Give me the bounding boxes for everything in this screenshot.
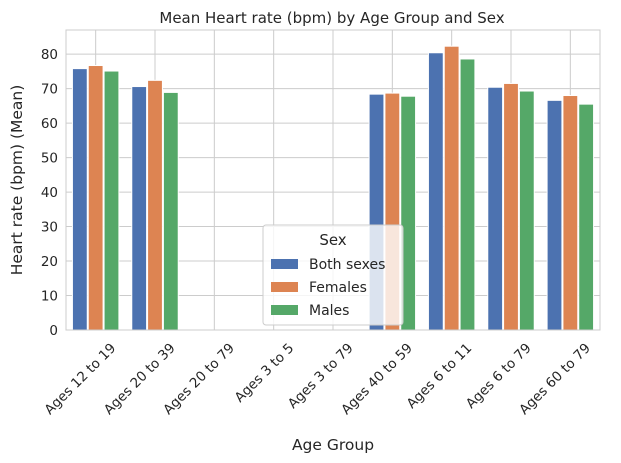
y-tick-label: 20: [41, 254, 58, 270]
bar: [459, 58, 476, 331]
bar: [503, 82, 519, 331]
legend-swatch: [271, 282, 298, 292]
x-axis-title: Age Group: [292, 436, 374, 454]
legend-label: Males: [309, 303, 349, 319]
y-tick-label: 60: [41, 116, 58, 132]
y-tick-label: 80: [41, 47, 58, 63]
x-tick-label: Ages 3 to 5: [232, 340, 298, 406]
legend-box: [262, 224, 404, 326]
bar: [131, 86, 148, 331]
bar: [162, 91, 179, 331]
legend-swatch: [271, 305, 298, 315]
legend: Sex Both sexes Females Males: [262, 224, 404, 326]
legend-items: Both sexes Females Males: [271, 257, 385, 319]
bar: [443, 45, 460, 331]
legend-swatch: [271, 259, 298, 269]
bar: [87, 65, 104, 331]
bar: [71, 68, 88, 331]
bar: [578, 103, 595, 331]
y-tick-label: 40: [41, 185, 58, 201]
bar: [427, 52, 444, 331]
bar: [562, 95, 579, 331]
legend-label: Both sexes: [309, 257, 385, 273]
plot-frame: [65, 29, 601, 331]
bar: [147, 79, 163, 331]
bar: [518, 90, 535, 331]
y-tick-label: 10: [41, 289, 58, 305]
y-tick-label: 30: [41, 220, 58, 236]
bar: [546, 99, 563, 331]
y-tick-label: 0: [49, 323, 58, 339]
legend-label: Females: [309, 280, 367, 296]
y-tick-label: 70: [41, 82, 58, 98]
y-tick-labels: 0 10 20 30 40 50 60 70 80: [41, 47, 58, 339]
bar: [103, 70, 120, 331]
bar: [487, 86, 504, 331]
y-axis-title: Heart rate (bpm) (Mean): [8, 85, 26, 276]
chart-title: Mean Heart rate (bpm) by Age Group and S…: [159, 9, 504, 27]
legend-title: Sex: [319, 231, 346, 249]
y-tick-label: 50: [41, 151, 58, 167]
